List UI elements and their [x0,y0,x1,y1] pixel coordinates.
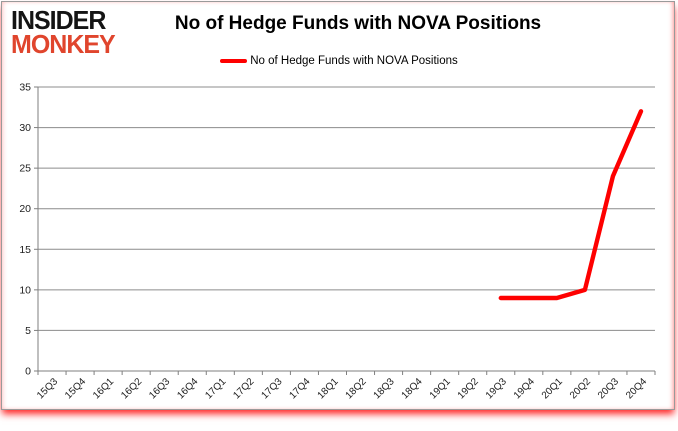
logo-word-monkey: MONKEY [11,29,116,60]
chart-legend: No of Hedge Funds with NOVA Positions [0,55,678,67]
y-axis-label: 15 [19,244,31,256]
x-axis-label: 17Q4 [287,376,312,401]
x-axis-label: 18Q3 [372,376,397,401]
legend-series-label: No of Hedge Funds with NOVA Positions [250,55,458,67]
x-axis-label: 15Q4 [63,376,88,401]
x-axis-label: 16Q2 [119,376,144,401]
y-axis-label: 25 [19,163,31,175]
x-axis-label: 19Q3 [484,376,509,401]
y-axis-label: 35 [19,82,31,94]
x-axis-label: 19Q4 [512,376,537,401]
x-axis-label: 20Q2 [568,376,593,401]
x-axis-label: 20Q1 [540,376,565,401]
x-axis-label: 17Q1 [203,376,228,401]
x-axis-label: 16Q4 [175,376,200,401]
x-axis-label: 18Q4 [400,376,425,401]
x-axis-label: 17Q3 [259,376,284,401]
x-axis-label: 19Q1 [428,376,453,401]
x-axis-label: 15Q3 [35,376,60,401]
x-axis-label: 18Q1 [316,376,341,401]
y-axis-label: 10 [19,284,31,296]
x-axis-label: 19Q2 [456,376,481,401]
y-axis-label: 0 [25,366,31,378]
logo-word-insider: INSIDER [11,5,106,36]
chart-title: No of Hedge Funds with NOVA Positions [174,13,542,34]
x-axis-label: 20Q4 [624,376,649,401]
x-axis-label: 20Q3 [596,376,621,401]
chart-card [1,1,675,410]
legend-line-marker-icon [220,59,248,63]
series-line [498,109,644,301]
insider-monkey-logo: INSIDER MONKEY [11,5,116,60]
x-axis-label: 18Q2 [344,376,369,401]
y-axis-label: 30 [19,122,31,134]
y-axis-label: 20 [19,203,31,215]
y-axis-label: 5 [25,325,31,337]
x-axis-label: 16Q1 [91,376,116,401]
x-axis-label: 16Q3 [147,376,172,401]
x-axis-label: 17Q2 [231,376,256,401]
